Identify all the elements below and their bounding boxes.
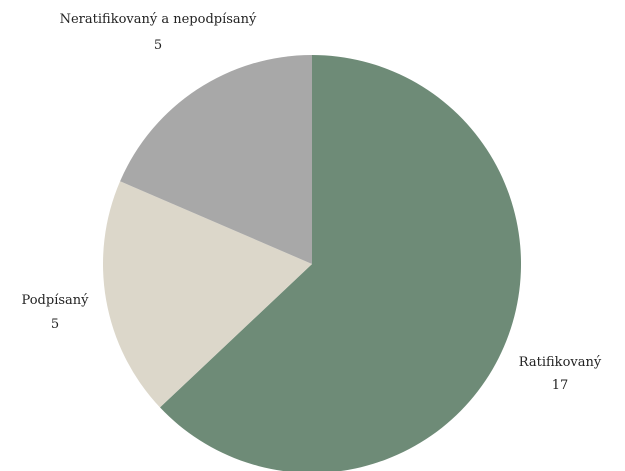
pie-slices xyxy=(102,54,521,471)
pie-slice-ratifikovaný xyxy=(159,55,521,471)
pie-slice-podpísaný xyxy=(102,181,312,408)
slice-label-ratifikovany: Ratifikovaný xyxy=(519,355,602,370)
slice-value-neratifikovany-a-nepodpisany: 5 xyxy=(154,38,162,53)
slice-value-podpisany: 5 xyxy=(51,317,59,332)
pie-slice-neratifikovaný-a-nepodpísaný xyxy=(120,54,312,264)
slice-label-podpisany: Podpísaný xyxy=(22,293,90,308)
slice-label-neratifikovany-a-nepodpisany: Neratifikovaný a nepodpísaný xyxy=(60,12,257,27)
slice-value-ratifikovany: 17 xyxy=(552,378,569,393)
